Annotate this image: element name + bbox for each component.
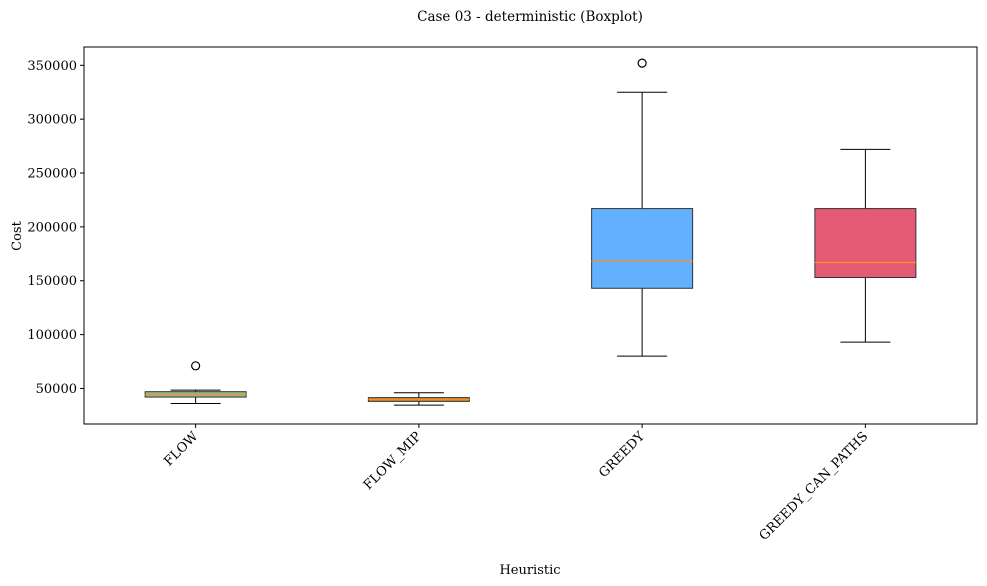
y-tick-label: 250000	[27, 167, 77, 182]
box-greedy-can-paths	[814, 208, 917, 279]
y-tick-label: 150000	[27, 274, 77, 289]
axes-frame	[83, 46, 978, 425]
y-axis-label: Cost	[10, 220, 25, 250]
x-tick-label: FLOW_MIP	[361, 429, 425, 493]
x-tick-label: FLOW	[161, 429, 202, 470]
outlier-point	[637, 58, 647, 68]
outlier-point	[191, 361, 201, 371]
y-tick-label: 350000	[27, 59, 77, 74]
plot-area: 50000 100000 150000 200000 250000 300000 35000…	[27, 46, 978, 544]
y-tick-label: 300000	[27, 113, 77, 128]
x-axis-label: Heuristic	[499, 563, 560, 578]
box-greedy	[591, 208, 694, 289]
y-tick-label: 50000	[36, 382, 77, 397]
y-tick-label: 200000	[27, 220, 77, 235]
chart-title: Case 03 - deterministic (Boxplot)	[417, 9, 643, 25]
x-tick-label: GREEDY	[596, 429, 648, 481]
x-tick-label: GREEDY_CAN_PATHS	[757, 429, 872, 544]
y-tick-label: 100000	[27, 328, 77, 343]
